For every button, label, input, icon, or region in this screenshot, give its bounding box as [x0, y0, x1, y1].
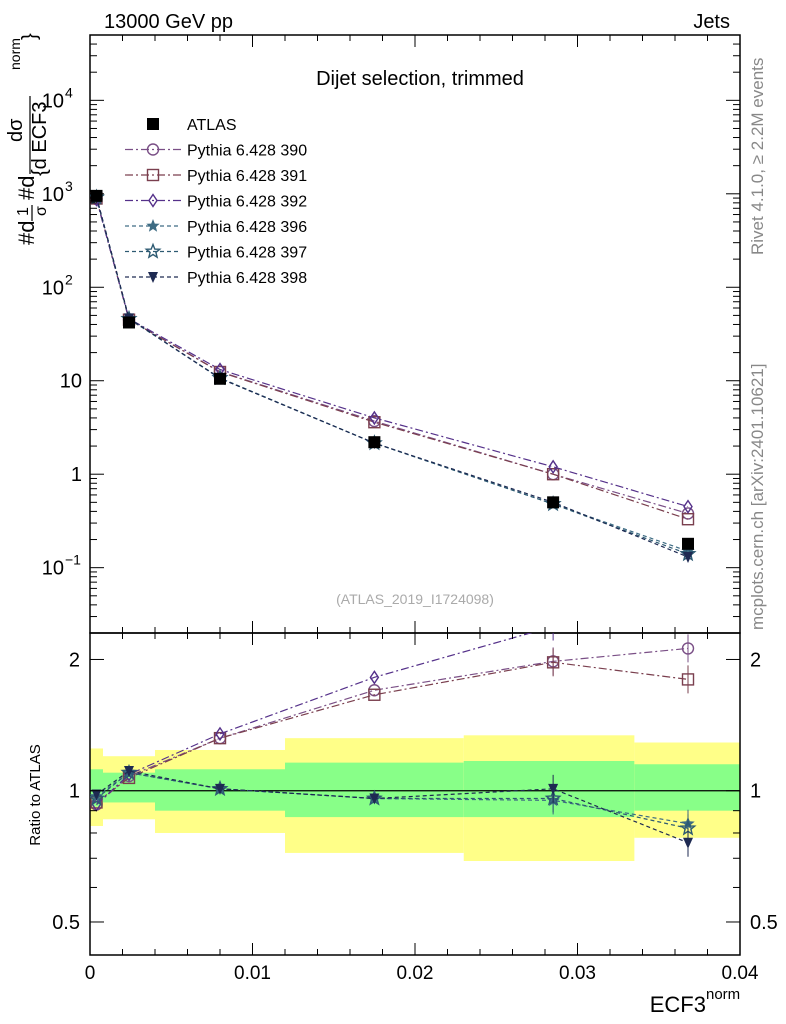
- ratio-line-2: [96, 633, 533, 805]
- atlas-data-point: [214, 372, 226, 385]
- x-tick-label: 0: [85, 963, 96, 984]
- legend-marker-1: [146, 168, 160, 182]
- y-tick-exponent: 2: [65, 271, 73, 287]
- ratio-point-1: [368, 688, 381, 701]
- y-axis-label-norm: norm: [7, 38, 23, 70]
- y-axis-label-brace: }: [19, 33, 41, 40]
- ratio-point-1: [213, 731, 227, 745]
- atlas-data-point: [90, 189, 103, 202]
- series-line-0: [95, 198, 689, 515]
- ratio-y-tick-label-left: 0.5: [52, 912, 80, 934]
- x-axis-label-sup: norm: [706, 986, 740, 1003]
- ratio-y-tick-label-right: 1: [750, 781, 761, 803]
- x-axis-label-main: ECF3: [650, 992, 706, 1017]
- legend-label-0: Pythia 6.428 390: [187, 143, 307, 160]
- legend-label-2: Pythia 6.428 392: [187, 194, 307, 211]
- ratio-point-5: [124, 765, 134, 777]
- series-point-2: [369, 410, 380, 426]
- series-line-5: [95, 196, 689, 558]
- ratio-point-5: [91, 789, 102, 801]
- header-left-label: 13000 GeV pp: [104, 11, 233, 33]
- ratio-point-2: [684, 607, 692, 619]
- x-tick-label: 0.01: [234, 963, 271, 984]
- ratio-point-5: [215, 783, 225, 795]
- y-tick-label: 10: [42, 558, 64, 580]
- legend-marker-3: [146, 219, 160, 232]
- atlas-data-point: [123, 316, 135, 329]
- legend-label-1: Pythia 6.428 391: [187, 168, 307, 185]
- ratio-y-tick-label-left: 2: [69, 649, 80, 671]
- chart-title: Dijet selection, trimmed: [316, 68, 524, 90]
- analysis-label: (ATLAS_2019_I1724098): [336, 591, 494, 607]
- legend-marker-0: [146, 143, 160, 156]
- series-line-2: [95, 199, 689, 508]
- y-tick-label: 10: [42, 184, 64, 206]
- ratio-band-green: [103, 772, 155, 803]
- y-tick-label: 10: [42, 90, 64, 112]
- ratio-y-tick-label-left: 1: [69, 781, 80, 803]
- ratio-y-tick-label-right: 0.5: [750, 912, 778, 934]
- series-line-3: [95, 197, 689, 552]
- series-line-4: [95, 197, 689, 555]
- ratio-point-5: [548, 783, 559, 795]
- ratio-point-2: [552, 633, 554, 634]
- ratio-point-1: [681, 673, 695, 686]
- ratio-point-1: [546, 656, 560, 669]
- ratio-point-5: [369, 793, 380, 805]
- y-tick-exponent: 3: [65, 178, 73, 194]
- y-axis-label-dsigma: dσ: [5, 118, 27, 142]
- main-y-axis-label: #d 1 σ #d dσ {d ECF3 norm }: [5, 33, 51, 245]
- series-point-2: [683, 499, 693, 514]
- x-tick-label: 0.04: [722, 963, 759, 984]
- mcplots-label: mcplots.cern.ch [arXiv:2401.10621]: [748, 363, 767, 630]
- ratio-y-axis-label: Ratio to ATLAS: [27, 744, 44, 845]
- series-point-5: [683, 552, 693, 564]
- x-axis-label: ECF3 norm: [650, 986, 740, 1017]
- ratio-point-2: [369, 670, 380, 685]
- legend: ATLAS Pythia 6.428 390 Pythia 6.428 391 Pyt…: [125, 117, 307, 287]
- x-tick-label: 0.02: [397, 963, 434, 984]
- y-tick-exponent: −1: [65, 552, 81, 568]
- ratio-line-5: [96, 770, 689, 844]
- legend-label-atlas: ATLAS: [187, 117, 237, 134]
- y-tick-label: 1: [71, 464, 82, 486]
- series-point-1: [368, 416, 381, 429]
- y-tick-label: 10: [42, 277, 64, 299]
- legend-label-3: Pythia 6.428 396: [187, 219, 307, 236]
- y-axis-label-sigma: σ: [33, 206, 50, 216]
- legend-marker-4: [144, 242, 162, 259]
- y-tick-label: 10: [60, 371, 82, 393]
- legend-marker-5: [148, 272, 158, 283]
- ratio-y-tick-label-right: 2: [750, 649, 761, 671]
- header-right-label: Jets: [693, 11, 730, 33]
- ratio-band-green: [634, 764, 740, 811]
- ratio-series-layer: [90, 607, 697, 857]
- legend-marker-atlas: [147, 118, 159, 130]
- series-line-1: [95, 198, 689, 520]
- y-axis-label-one: 1: [15, 207, 32, 216]
- ratio-point-2: [215, 726, 225, 742]
- series-point-2: [548, 459, 558, 475]
- series-point-1: [546, 468, 560, 481]
- ratio-point-4: [90, 789, 106, 806]
- legend-marker-2: [148, 193, 158, 208]
- y-axis-label-ecf: {d ECF3: [29, 102, 51, 176]
- y-axis-label-prefix: #d: [14, 221, 39, 245]
- ratio-point-0: [681, 642, 695, 655]
- ratio-point-5: [683, 837, 693, 849]
- atlas-data-point: [547, 496, 560, 509]
- y-tick-exponent: 4: [65, 84, 73, 100]
- main-series-layer: [90, 188, 697, 564]
- atlas-data-point: [368, 436, 381, 449]
- x-tick-label: 0.03: [559, 963, 596, 984]
- legend-label-4: Pythia 6.428 397: [187, 245, 307, 262]
- legend-label-5: Pythia 6.428 398: [187, 270, 307, 287]
- rivet-version-label: Rivet 4.1.0, ≥ 2.2M events: [748, 57, 767, 255]
- atlas-data-point: [682, 537, 694, 550]
- y-axis-label-mid: #d: [14, 176, 39, 200]
- series-point-3: [681, 544, 695, 557]
